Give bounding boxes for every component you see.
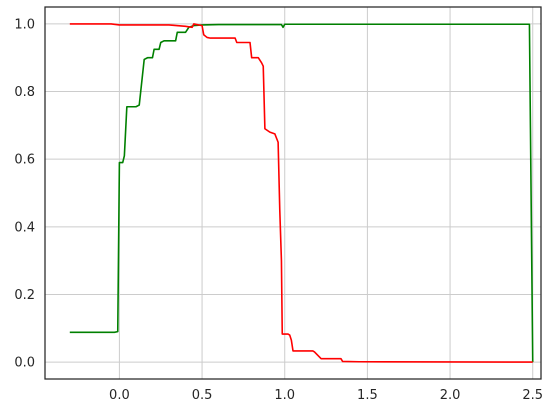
y-tick-label: 0.6 (14, 153, 35, 168)
y-tick-label: 1.0 (14, 17, 35, 32)
axes-frame (44, 6, 542, 380)
x-tick-label: 2.5 (522, 388, 543, 403)
y-tick-label: 0.2 (14, 288, 35, 303)
x-tick-label: 0.5 (192, 388, 213, 403)
x-tick-label: 1.0 (274, 388, 295, 403)
series-line-1 (69, 23, 534, 363)
x-tick-label: 1.5 (357, 388, 378, 403)
y-tick-label: 0.8 (14, 85, 35, 100)
grid (45, 7, 541, 379)
x-tick-label: 0.0 (109, 388, 130, 403)
y-tick-label: 0.4 (14, 220, 35, 235)
series-line-2 (69, 23, 533, 363)
tick-labels: 0.0 0.5 1.0 1.5 2.0 2.5 0.0 0.2 0.4 0.6 0.8 1.0 (14, 17, 543, 403)
y-tick-label: 0.0 (14, 356, 35, 371)
x-tick-label: 2.0 (440, 388, 461, 403)
series-layer (69, 23, 534, 363)
